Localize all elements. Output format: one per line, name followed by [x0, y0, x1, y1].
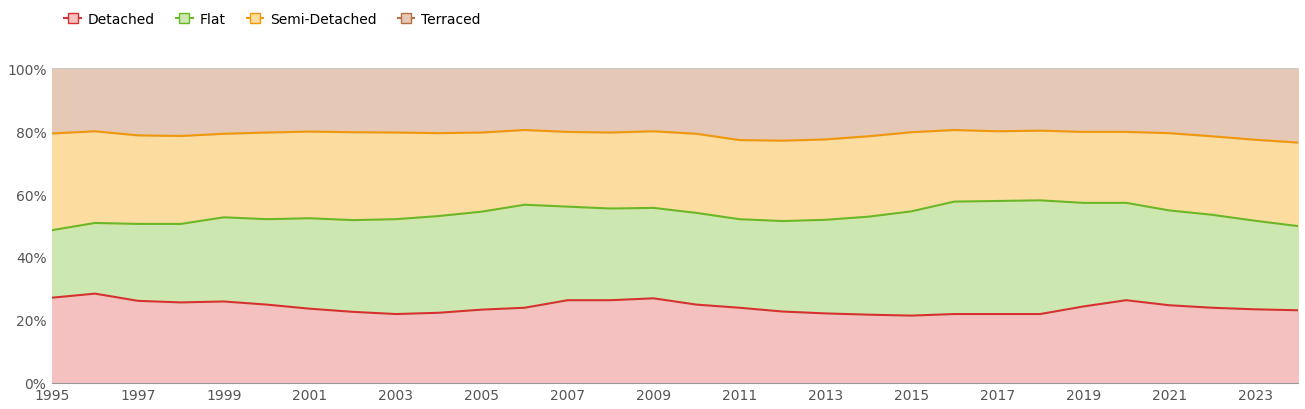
Legend: Detached, Flat, Semi-Detached, Terraced: Detached, Flat, Semi-Detached, Terraced	[59, 7, 487, 32]
